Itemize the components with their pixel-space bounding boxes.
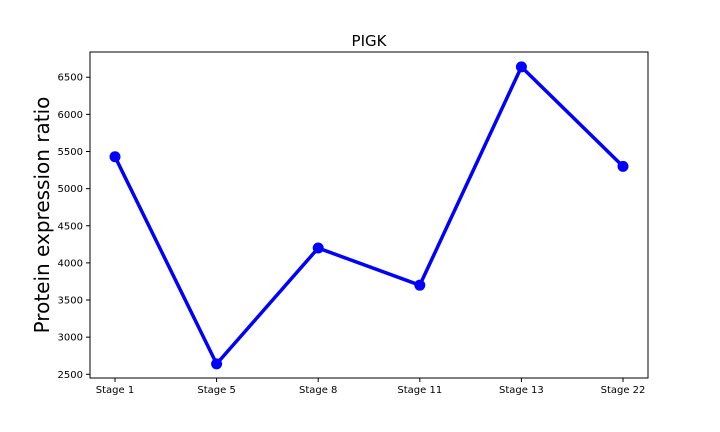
x-axis-ticks: Stage 1 Stage 5 Stage 8 Stage 11 Stage 13 Sta… — [96, 378, 646, 396]
data-point — [515, 61, 527, 73]
y-axis-label: Protein expression ratio — [30, 97, 54, 334]
y-tick-label: 6000 — [58, 110, 83, 121]
x-tick-label: Stage 11 — [397, 385, 442, 396]
x-tick-label: Stage 1 — [96, 385, 134, 396]
x-tick-label: Stage 13 — [499, 385, 544, 396]
y-tick-label: 5000 — [58, 184, 83, 195]
data-point — [109, 151, 121, 163]
y-tick-label: 3500 — [58, 296, 83, 307]
y-tick-label: 5500 — [58, 147, 83, 158]
y-tick-label: 2500 — [58, 370, 83, 381]
y-tick-label: 4000 — [58, 258, 83, 269]
y-tick-label: 4500 — [58, 221, 83, 232]
data-point — [414, 279, 426, 291]
y-axis-ticks: 2500 3000 3500 4000 4500 5000 5500 6000 6500 — [58, 73, 90, 381]
plot-area-frame — [89, 51, 649, 379]
x-tick-label: Stage 22 — [601, 385, 646, 396]
data-point — [617, 160, 629, 172]
x-tick-label: Stage 5 — [197, 385, 235, 396]
series-group — [109, 61, 629, 370]
data-point — [211, 358, 223, 370]
chart-title: PIGK — [352, 32, 388, 50]
y-tick-label: 6500 — [58, 73, 83, 84]
series-line — [113, 65, 625, 366]
data-point — [312, 242, 324, 254]
y-tick-label: 3000 — [58, 333, 83, 344]
x-tick-label: Stage 8 — [299, 385, 337, 396]
